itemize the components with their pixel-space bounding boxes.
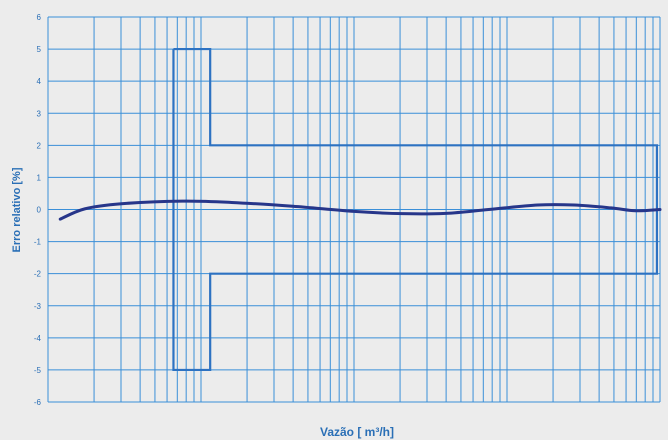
y-tick-label: 0 — [37, 206, 42, 215]
y-tick-label: 5 — [37, 45, 42, 54]
y-tick-label: 2 — [37, 141, 42, 150]
y-tick-label: 3 — [37, 109, 42, 118]
error-curve — [58, 199, 662, 221]
y-tick-label: -2 — [34, 270, 42, 279]
y-tick-labels: 6 5 4 3 2 1 0 -1 -2 -3 -4 -5 -6 — [34, 13, 42, 407]
y-tick-label: -5 — [34, 366, 42, 375]
y-tick-label: -4 — [34, 334, 42, 343]
chart-grid — [47, 16, 661, 403]
y-tick-label: -6 — [34, 398, 42, 407]
y-tick-label: 6 — [37, 13, 42, 22]
y-tick-label: -1 — [34, 238, 42, 247]
y-tick-label: 4 — [37, 77, 42, 86]
x-axis-title: Vazão [ m³/h] — [320, 425, 394, 439]
y-tick-label: 1 — [37, 173, 42, 182]
y-axis-title: Erro relativo [%] — [11, 167, 23, 252]
y-tick-label: -3 — [34, 302, 42, 311]
chart-series — [58, 47, 662, 372]
tolerance-envelope — [172, 47, 659, 372]
